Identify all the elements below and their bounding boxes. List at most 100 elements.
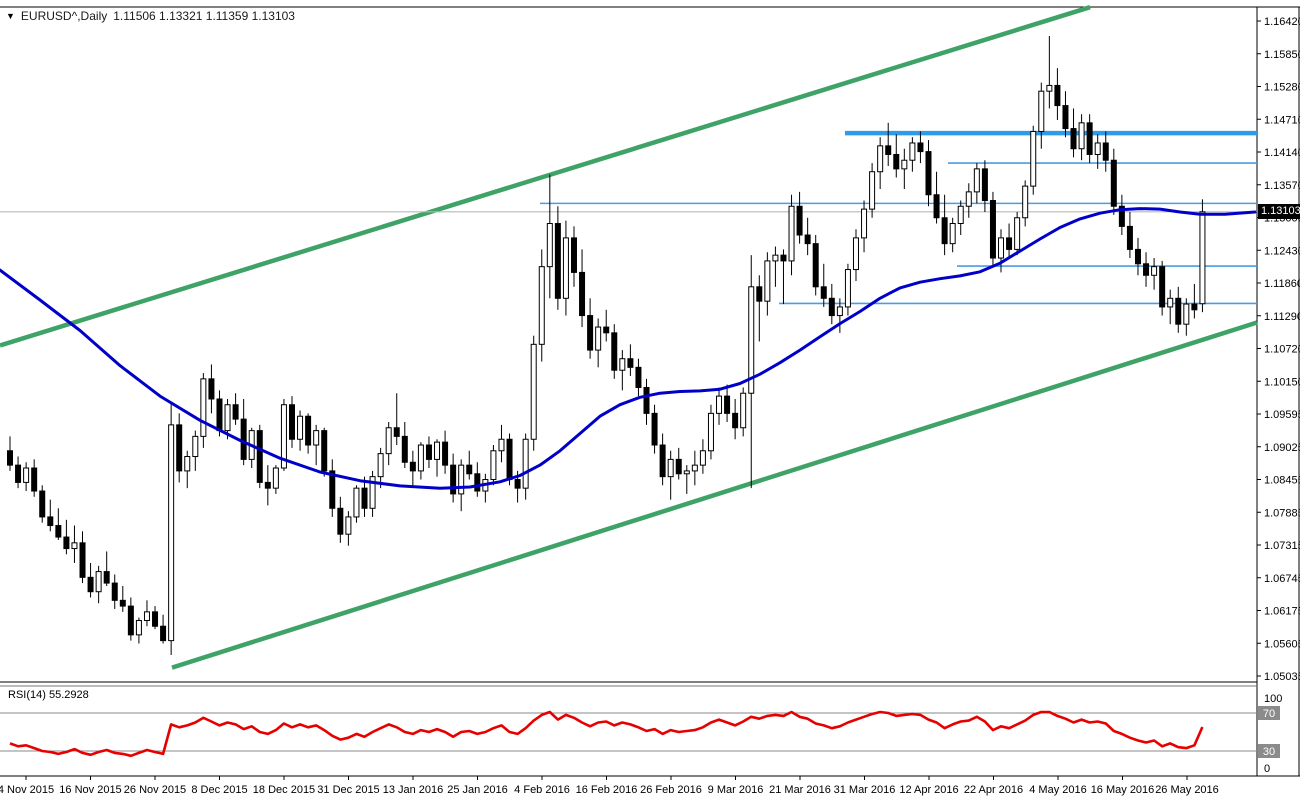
candle-bearish <box>39 490 46 518</box>
candle-bearish <box>611 332 618 371</box>
moving-average-line[interactable] <box>0 207 1257 490</box>
candle-bearish <box>55 525 62 538</box>
candle-bearish <box>724 395 731 414</box>
price-axis-label: 1.07315 <box>1264 540 1300 552</box>
candle-bullish <box>1151 266 1158 276</box>
candle-bearish <box>514 479 521 489</box>
candle-bullish <box>538 266 545 345</box>
date-axis-label: 16 May 2016 <box>1091 784 1155 796</box>
price-axis-label: 1.13570 <box>1264 180 1300 192</box>
candle-bullish <box>667 458 674 478</box>
price-axis-label: 1.09595 <box>1264 409 1300 421</box>
candle-bearish <box>256 430 263 483</box>
candle-bearish <box>989 199 996 259</box>
candle-bullish <box>353 487 360 518</box>
candle-bearish <box>885 145 892 155</box>
ohlc-readout: 1.11506 1.13321 1.11359 1.13103 <box>113 9 295 23</box>
candle-bullish <box>740 392 747 429</box>
candle-bearish <box>1175 297 1182 325</box>
candle-bullish <box>272 467 279 489</box>
candle-bearish <box>828 297 835 317</box>
candle-bearish <box>917 142 924 153</box>
candle-bearish <box>732 412 739 429</box>
candle-bearish <box>1006 237 1013 250</box>
date-axis-label: 26 May 2016 <box>1155 784 1219 796</box>
candle-bullish <box>71 542 78 550</box>
candle-bearish <box>1102 142 1109 161</box>
rsi-line[interactable] <box>9 710 1204 758</box>
rsi-axis-label-0: 0 <box>1264 763 1270 775</box>
price-axis-label: 1.07885 <box>1264 507 1300 519</box>
candle-bearish <box>111 582 118 601</box>
candle-bullish <box>200 378 207 437</box>
candle-bullish <box>1030 130 1037 187</box>
date-axis-label: 26 Nov 2015 <box>124 784 186 796</box>
candle-bearish <box>305 415 312 446</box>
price-axis-label: 1.15280 <box>1264 82 1300 94</box>
date-axis-label: 4 Feb 2016 <box>514 784 570 796</box>
candle-bearish <box>893 153 900 170</box>
candle-bearish <box>1062 105 1069 130</box>
candle-bearish <box>1054 84 1061 107</box>
candle-bearish <box>981 168 988 201</box>
candle-bullish <box>957 205 964 225</box>
candle-bearish <box>675 458 682 475</box>
candle-bullish <box>869 171 876 210</box>
candle-bullish <box>683 470 690 475</box>
candle-bearish <box>442 441 449 466</box>
candle-bearish <box>804 234 811 245</box>
candle-bullish <box>748 286 755 394</box>
candle-bearish <box>450 464 457 495</box>
rsi-indicator-label: RSI(14) 55.2928 <box>8 689 92 701</box>
candle-bearish <box>925 151 932 196</box>
candle-bullish <box>1167 297 1174 308</box>
channel-lower[interactable] <box>171 320 1258 670</box>
candle-bullish <box>280 404 287 469</box>
candle-bullish <box>861 208 868 239</box>
candle-bullish <box>595 326 602 351</box>
candle-bullish <box>619 358 626 371</box>
candle-bullish <box>949 223 956 245</box>
candle-bullish <box>1183 303 1190 325</box>
price-axis-label: 1.11860 <box>1264 278 1300 290</box>
candle-bullish <box>716 395 723 414</box>
candle-bearish <box>393 427 400 437</box>
candle-bullish <box>1094 142 1101 155</box>
candle-bearish <box>651 412 658 446</box>
candle-bullish <box>23 467 30 483</box>
price-axis-label: 1.14710 <box>1264 114 1300 126</box>
candle-bullish <box>1014 217 1021 250</box>
date-axis-label: 8 Dec 2015 <box>191 784 247 796</box>
price-axis-label: 1.05605 <box>1264 638 1300 650</box>
candle-bullish <box>772 254 779 262</box>
candle-bearish <box>1070 128 1077 150</box>
date-axis-label: 9 Mar 2016 <box>708 784 764 796</box>
candle-bearish <box>361 487 368 509</box>
date-axis-label: 4 Nov 2015 <box>0 784 54 796</box>
candle-bearish <box>119 599 126 607</box>
candle-bullish <box>522 438 529 489</box>
candle-bearish <box>7 450 13 466</box>
candle-bullish <box>707 412 714 452</box>
symbol-dropdown-icon[interactable]: ▼ <box>6 10 15 21</box>
candle-bearish <box>1134 248 1141 265</box>
candle-bearish <box>232 404 239 420</box>
date-axis-label: 31 Mar 2016 <box>834 784 896 796</box>
candle-bearish <box>409 461 416 472</box>
candle-bearish <box>401 435 408 463</box>
channel-upper[interactable] <box>0 5 1091 348</box>
candle-bearish <box>329 470 336 509</box>
candle-bearish <box>240 418 247 460</box>
rsi-axis-label-70: 70 <box>1263 708 1275 720</box>
candle-bullish <box>1022 185 1029 219</box>
candle-bearish <box>288 404 295 440</box>
candle-bullish <box>458 464 465 495</box>
rsi-axis-label-30: 30 <box>1263 746 1275 758</box>
price-axis-label: 1.14140 <box>1264 147 1300 159</box>
candle-bearish <box>1086 122 1093 155</box>
candle-bearish <box>756 286 763 302</box>
candle-bearish <box>152 611 159 627</box>
candle-bearish <box>643 386 650 414</box>
